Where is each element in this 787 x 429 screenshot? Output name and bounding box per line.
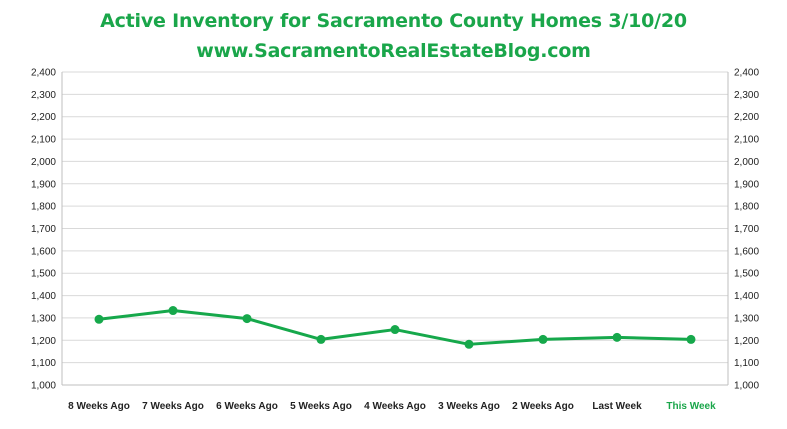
y-tick-label-left: 1,400 xyxy=(31,291,56,302)
y-tick-label-left: 1,000 xyxy=(31,381,56,392)
y-tick-label-left: 1,700 xyxy=(31,224,56,235)
y-tick-label-right: 1,500 xyxy=(734,269,759,280)
y-tick-label-left: 2,300 xyxy=(31,90,56,101)
x-tick-label: Last Week xyxy=(592,401,642,412)
y-tick-label-left: 2,400 xyxy=(31,68,56,79)
y-tick-label-left: 1,100 xyxy=(31,358,56,369)
x-tick-label: 5 Weeks Ago xyxy=(290,401,352,412)
y-tick-label-left: 1,500 xyxy=(31,269,56,280)
x-tick-label: 2 Weeks Ago xyxy=(512,401,574,412)
x-tick-label: 6 Weeks Ago xyxy=(216,401,278,412)
data-point xyxy=(168,306,178,316)
y-tick-label-left: 1,900 xyxy=(31,179,56,190)
data-point xyxy=(390,325,400,335)
y-tick-label-right: 1,400 xyxy=(734,291,759,302)
x-tick-label: 3 Weeks Ago xyxy=(438,401,500,412)
y-tick-label-left: 1,600 xyxy=(31,246,56,257)
y-tick-label-right: 2,200 xyxy=(734,112,759,123)
y-tick-label-left: 2,200 xyxy=(31,112,56,123)
x-tick-label: 4 Weeks Ago xyxy=(364,401,426,412)
y-tick-label-right: 1,300 xyxy=(734,313,759,324)
data-point xyxy=(94,314,104,324)
y-tick-label-right: 2,000 xyxy=(734,157,759,168)
y-tick-label-right: 2,300 xyxy=(734,90,759,101)
y-tick-label-right: 1,800 xyxy=(734,202,759,213)
y-tick-label-right: 1,000 xyxy=(734,381,759,392)
y-tick-label-right: 1,600 xyxy=(734,246,759,257)
data-point xyxy=(316,334,326,344)
y-tick-label-left: 2,000 xyxy=(31,157,56,168)
x-tick-label: 8 Weeks Ago xyxy=(68,401,130,412)
data-point xyxy=(464,339,474,349)
y-tick-label-right: 1,100 xyxy=(734,358,759,369)
data-point xyxy=(686,334,696,344)
chart-subtitle: www.SacramentoRealEstateBlog.com xyxy=(196,40,591,62)
chart-title: Active Inventory for Sacramento County H… xyxy=(100,10,687,32)
y-tick-label-right: 1,700 xyxy=(734,224,759,235)
y-tick-label-left: 1,200 xyxy=(31,336,56,347)
y-tick-label-right: 1,900 xyxy=(734,179,759,190)
x-tick-label: 7 Weeks Ago xyxy=(142,401,204,412)
y-tick-label-left: 2,100 xyxy=(31,135,56,146)
y-tick-label-right: 1,200 xyxy=(734,336,759,347)
data-point xyxy=(242,314,252,324)
y-tick-label-right: 2,400 xyxy=(734,68,759,79)
x-tick-label: This Week xyxy=(666,401,716,412)
data-point xyxy=(612,332,622,342)
y-tick-label-left: 1,300 xyxy=(31,313,56,324)
data-point xyxy=(538,334,548,344)
y-tick-label-right: 2,100 xyxy=(734,135,759,146)
y-tick-label-left: 1,800 xyxy=(31,202,56,213)
